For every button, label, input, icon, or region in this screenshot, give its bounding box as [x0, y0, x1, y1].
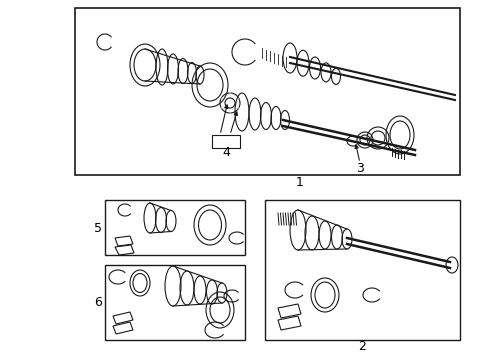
Bar [265, 200, 460, 340]
Text: 4: 4 [222, 147, 230, 159]
Bar [105, 200, 245, 255]
Bar [105, 265, 245, 340]
Text: 2: 2 [358, 341, 366, 354]
Bar [212, 135, 240, 148]
Bar [75, 8, 460, 175]
Text: 3: 3 [356, 162, 364, 175]
Text: 1: 1 [296, 175, 304, 189]
Text: 5: 5 [94, 221, 102, 234]
Text: 6: 6 [94, 297, 102, 310]
